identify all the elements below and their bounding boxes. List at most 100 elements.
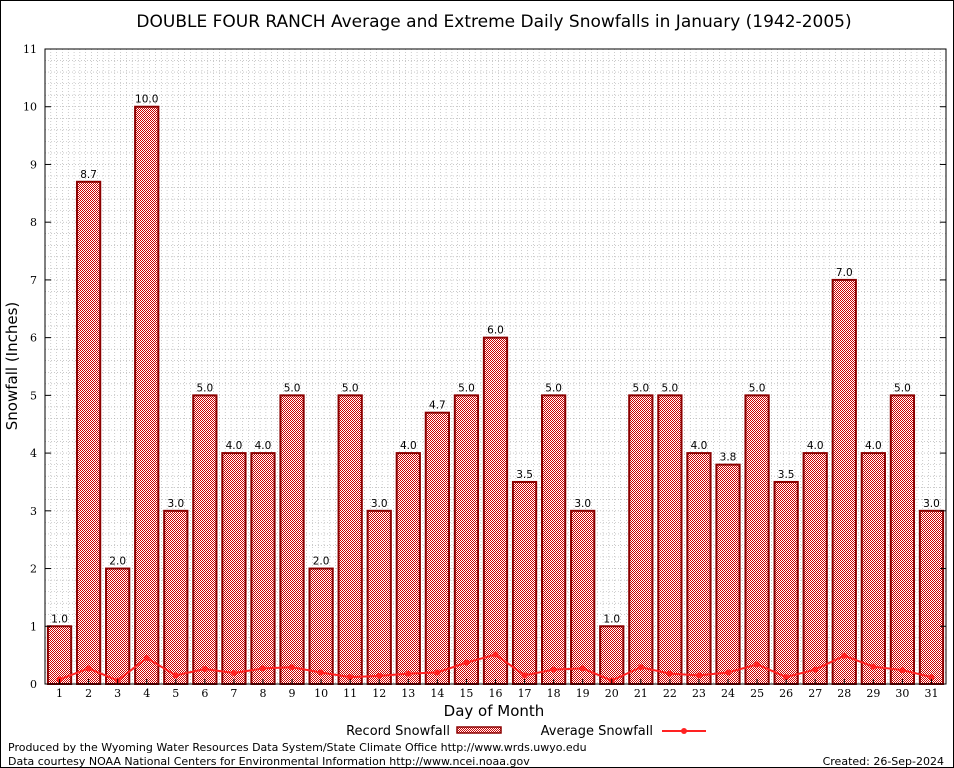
x-tick-label: 19 [576,687,590,700]
average-point-day-15 [463,659,470,666]
bar-day-18 [541,394,567,685]
average-line [56,651,935,684]
average-point-day-26 [783,674,790,681]
y-axis-label: Snowfall (Inches) [3,302,21,430]
data-labels: 1.0 8.7 2.0 10.0 3.0 5.0 4.0 4.0 5.0 2.0 5.0 3.0 4.0… [51,94,940,626]
x-tick-label: 10 [314,687,328,700]
data-label-day-5: 3.0 [167,498,184,510]
y-tick-label: 7 [30,274,37,287]
x-tick-label: 22 [663,687,677,700]
x-tick-label: 17 [518,687,532,700]
bar-day-7 [221,452,247,685]
data-label-day-15: 5.0 [458,382,475,394]
x-tick-label: 23 [692,687,706,700]
x-tick-label: 18 [547,687,561,700]
data-label-day-17: 3.5 [516,469,533,481]
average-point-day-2 [85,665,92,672]
x-tick-label: 30 [895,687,909,700]
average-point-day-11 [347,674,354,681]
footer-producer: Produced by the Wyoming Water Resources … [8,741,587,754]
x-tick-label: 24 [721,687,735,700]
y-tick-label: 0 [30,678,37,691]
bar-day-13 [395,452,421,685]
data-label-day-26: 3.5 [778,469,795,481]
data-label-day-21: 5.0 [632,382,649,394]
data-label-day-14: 4.7 [429,400,446,412]
y-tick-label: 4 [30,447,37,460]
average-point-day-22 [666,670,673,677]
average-point-day-9 [289,664,296,671]
bar-day-30 [889,394,916,685]
data-label-day-25: 5.0 [749,382,766,394]
bars [46,105,945,686]
average-point-day-23 [695,672,702,679]
x-tick-label: 27 [808,687,822,700]
x-tick-label: 2 [85,687,92,700]
bar-day-8 [250,452,276,685]
data-label-day-20: 1.0 [603,613,620,625]
x-axis-label: Day of Month [444,702,545,720]
y-tick-label: 9 [30,158,37,171]
bar-day-17 [511,480,538,686]
x-tick-label: 26 [779,687,793,700]
y-tick-label: 5 [30,389,37,402]
bar-day-21 [628,394,654,685]
y-tick-label: 2 [30,563,37,576]
bar-day-16 [482,336,509,685]
bar-day-6 [192,394,218,685]
legend: Record Snowfall Average Snowfall [346,724,706,739]
bar-day-9 [279,394,305,685]
bar-day-28 [831,278,857,685]
y-tick-label: 11 [23,43,37,56]
x-tick-label: 25 [750,687,764,700]
data-label-day-11: 5.0 [342,382,359,394]
average-point-day-13 [405,670,412,677]
data-label-day-7: 4.0 [226,440,243,452]
average-point-day-17 [521,672,528,679]
x-tick-label: 20 [605,687,619,700]
data-label-day-31: 3.0 [923,498,940,510]
data-label-day-13: 4.0 [400,440,417,452]
legend-record-label: Record Snowfall [346,724,450,739]
average-point-day-21 [637,664,644,671]
x-tick-label: 15 [459,687,473,700]
x-tick-label: 3 [114,687,121,700]
bar-day-11 [337,394,363,685]
x-tick-label: 13 [401,687,415,700]
bar-day-15 [453,394,480,685]
chart-title: DOUBLE FOUR RANCH Average and Extreme Da… [136,12,851,32]
data-label-day-10: 2.0 [313,556,330,568]
x-tick-label: 5 [172,687,179,700]
average-point-day-25 [754,661,761,668]
x-tick-label: 12 [372,687,386,700]
x-tick-label: 4 [143,687,150,700]
bar-day-10 [308,567,334,686]
data-label-day-30: 5.0 [894,382,911,394]
x-tick-label: 31 [924,687,938,700]
x-tick-label: 21 [634,687,648,700]
average-point-day-28 [841,652,848,659]
bar-day-12 [366,509,392,685]
data-label-day-6: 5.0 [197,382,214,394]
average-point-day-4 [143,655,150,662]
legend-average-marker [681,728,687,734]
bar-day-4 [134,105,160,685]
legend-average-label: Average Snowfall [541,724,653,739]
x-tick-label: 16 [489,687,503,700]
y-tick-label: 1 [30,620,37,633]
average-point-day-30 [899,667,906,674]
y-tick-label: 10 [23,101,37,114]
data-label-day-27: 4.0 [807,440,824,452]
bar-day-26 [773,480,799,686]
y-tick-label: 3 [30,505,37,518]
bar-day-27 [802,452,828,685]
data-label-day-28: 7.0 [836,267,853,279]
average-point-day-10 [318,669,325,676]
x-tick-label: 8 [259,687,266,700]
data-label-day-23: 4.0 [691,440,708,452]
average-point-day-7 [230,670,237,677]
average-point-day-24 [725,669,732,676]
x-tick-label: 11 [343,687,357,700]
data-label-day-22: 5.0 [662,382,679,394]
data-label-day-2: 8.7 [80,169,97,181]
